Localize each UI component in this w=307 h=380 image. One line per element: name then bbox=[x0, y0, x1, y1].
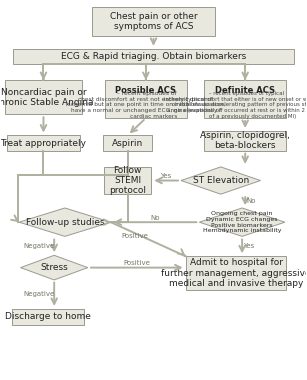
FancyBboxPatch shape bbox=[92, 7, 215, 36]
Text: Aspirin: Aspirin bbox=[112, 139, 143, 148]
Text: Treat appropriately: Treat appropriately bbox=[1, 139, 87, 148]
Text: Noncardiac pain or
Chronic Stable Angina: Noncardiac pain or Chronic Stable Angina bbox=[0, 87, 94, 107]
Text: Definite ACS: Definite ACS bbox=[215, 86, 275, 95]
Text: No: No bbox=[246, 198, 255, 204]
Text: – recent episodes of typical
ischemic discomfort that either is of new onset or : – recent episodes of typical ischemic di… bbox=[164, 91, 307, 119]
FancyBboxPatch shape bbox=[204, 80, 286, 118]
Text: Stress: Stress bbox=[40, 263, 68, 272]
Text: – recent episodes of
chest discomfort at rest not entirely typical of
ischemia b: – recent episodes of chest discomfort at… bbox=[66, 91, 226, 119]
FancyBboxPatch shape bbox=[104, 167, 151, 194]
Text: Follow-up studies: Follow-up studies bbox=[25, 218, 104, 227]
FancyBboxPatch shape bbox=[13, 49, 294, 64]
Text: Admit to hospital for
further management, aggressive
medical and invasive therap: Admit to hospital for further management… bbox=[161, 258, 307, 288]
Polygon shape bbox=[21, 255, 88, 280]
Text: Possible ACS: Possible ACS bbox=[115, 86, 176, 95]
Text: No: No bbox=[150, 215, 160, 221]
Text: Positive: Positive bbox=[123, 260, 150, 266]
Text: Follow
STEMI
protocol: Follow STEMI protocol bbox=[109, 166, 146, 195]
Text: Ongoing chest pain
Dynamic ECG changes
Positive biomarkers
Hemodynamic instabili: Ongoing chest pain Dynamic ECG changes P… bbox=[203, 211, 282, 233]
Text: Negative: Negative bbox=[23, 243, 55, 249]
FancyBboxPatch shape bbox=[7, 136, 80, 151]
Polygon shape bbox=[199, 208, 285, 236]
FancyBboxPatch shape bbox=[204, 131, 286, 150]
FancyBboxPatch shape bbox=[5, 80, 82, 114]
Text: ECG & Rapid triaging. Obtain biomarkers: ECG & Rapid triaging. Obtain biomarkers bbox=[61, 52, 246, 61]
Text: Discharge to home: Discharge to home bbox=[5, 312, 91, 321]
FancyBboxPatch shape bbox=[105, 80, 187, 118]
Text: Positive: Positive bbox=[122, 233, 149, 239]
FancyBboxPatch shape bbox=[103, 136, 152, 151]
Text: Aspirin, clopidogrel,
beta-blockers: Aspirin, clopidogrel, beta-blockers bbox=[200, 131, 290, 150]
FancyBboxPatch shape bbox=[12, 309, 84, 325]
Text: Yes: Yes bbox=[243, 244, 254, 249]
Text: ST Elevation: ST Elevation bbox=[192, 176, 249, 185]
Polygon shape bbox=[19, 208, 111, 236]
FancyBboxPatch shape bbox=[186, 256, 286, 290]
Text: Negative: Negative bbox=[23, 291, 55, 297]
Polygon shape bbox=[181, 167, 260, 194]
Text: Chest pain or other
symptoms of ACS: Chest pain or other symptoms of ACS bbox=[110, 12, 197, 31]
Text: Yes: Yes bbox=[161, 173, 172, 179]
